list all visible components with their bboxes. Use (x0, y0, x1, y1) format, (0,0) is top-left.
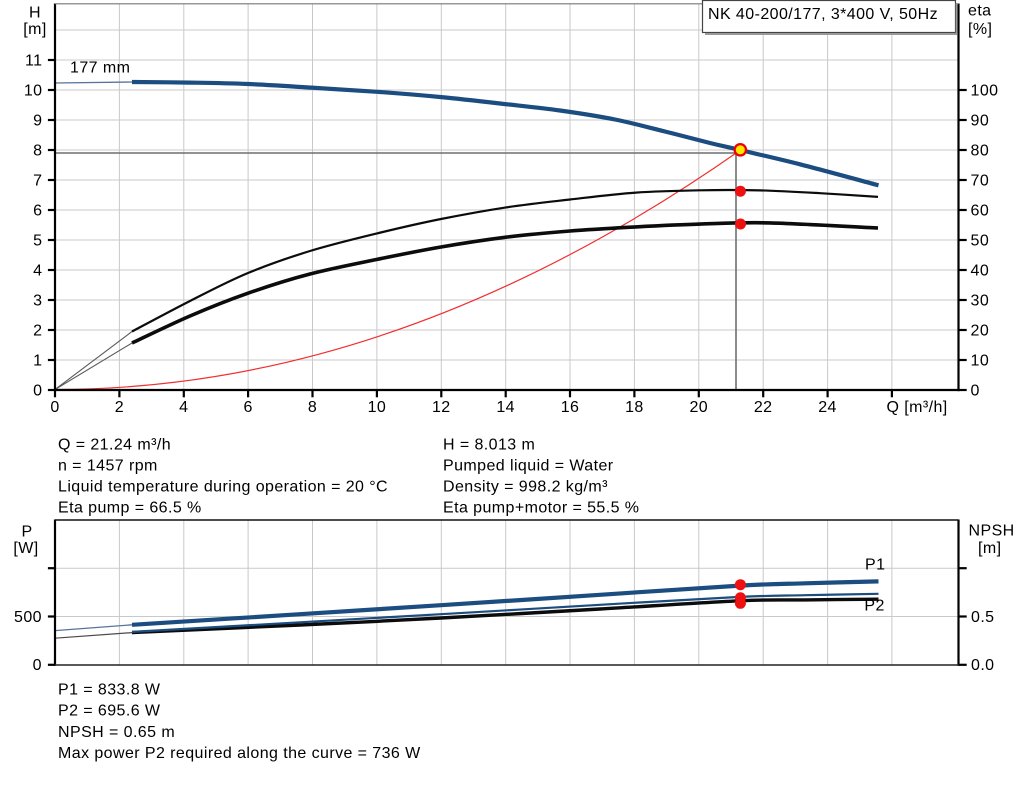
svg-text:[m]: [m] (978, 540, 1001, 557)
svg-text:12: 12 (432, 399, 451, 416)
svg-text:0: 0 (33, 383, 42, 400)
svg-text:H: H (29, 5, 41, 22)
svg-text:5: 5 (33, 233, 42, 250)
svg-text:6: 6 (33, 203, 42, 220)
svg-text:Q [m³/h]: Q [m³/h] (887, 399, 948, 416)
svg-text:10: 10 (971, 353, 990, 370)
svg-text:40: 40 (971, 263, 990, 280)
svg-text:P1: P1 (865, 557, 885, 574)
svg-text:500: 500 (14, 609, 42, 626)
svg-text:90: 90 (971, 113, 990, 130)
svg-text:0.5: 0.5 (971, 609, 995, 626)
svg-text:20: 20 (689, 399, 708, 416)
svg-text:P1 = 833.8 W: P1 = 833.8 W (58, 682, 161, 699)
svg-text:16: 16 (561, 399, 580, 416)
svg-text:6: 6 (243, 399, 252, 416)
svg-text:Density = 998.2 kg/m³: Density = 998.2 kg/m³ (443, 478, 608, 495)
svg-text:24: 24 (818, 399, 837, 416)
svg-text:177 mm: 177 mm (70, 59, 130, 76)
svg-text:0: 0 (33, 657, 42, 674)
svg-text:20: 20 (971, 323, 990, 340)
svg-text:4: 4 (179, 399, 188, 416)
svg-text:10: 10 (24, 83, 43, 100)
svg-text:Eta pump+motor = 55.5 %: Eta pump+motor = 55.5 % (443, 499, 639, 516)
svg-text:80: 80 (971, 143, 990, 160)
svg-text:0: 0 (971, 383, 980, 400)
svg-text:2: 2 (33, 323, 42, 340)
svg-text:P2: P2 (864, 597, 884, 614)
svg-text:100: 100 (971, 83, 999, 100)
svg-text:50: 50 (971, 233, 990, 250)
svg-text:Liquid temperature during oper: Liquid temperature during operation = 20… (58, 478, 388, 495)
svg-text:70: 70 (971, 173, 990, 190)
svg-text:0: 0 (50, 399, 59, 416)
svg-text:[W]: [W] (13, 540, 38, 557)
svg-text:NPSH = 0.65 m: NPSH = 0.65 m (58, 724, 175, 741)
svg-text:P: P (21, 524, 32, 541)
svg-text:P2 = 695.6 W: P2 = 695.6 W (58, 703, 161, 720)
svg-text:3: 3 (33, 293, 42, 310)
svg-text:[m]: [m] (23, 21, 46, 38)
svg-text:30: 30 (971, 293, 990, 310)
svg-text:1: 1 (33, 353, 42, 370)
svg-text:8: 8 (308, 399, 317, 416)
svg-text:18: 18 (625, 399, 644, 416)
svg-text:7: 7 (33, 173, 42, 190)
svg-text:22: 22 (754, 399, 773, 416)
svg-text:NK 40-200/177, 3*400 V, 50Hz: NK 40-200/177, 3*400 V, 50Hz (708, 6, 938, 23)
svg-text:NPSH: NPSH (969, 523, 1015, 540)
svg-text:eta: eta (968, 3, 992, 20)
svg-text:8: 8 (33, 143, 42, 160)
svg-text:Eta pump = 66.5 %: Eta pump = 66.5 % (58, 499, 202, 516)
svg-text:n = 1457 rpm: n = 1457 rpm (58, 457, 158, 474)
svg-text:H = 8.013 m: H = 8.013 m (443, 436, 535, 453)
svg-text:0.0: 0.0 (971, 657, 995, 674)
svg-text:9: 9 (33, 113, 42, 130)
svg-text:Pumped liquid = Water: Pumped liquid = Water (443, 457, 614, 474)
svg-text:10: 10 (368, 399, 387, 416)
svg-text:11: 11 (25, 53, 42, 70)
svg-text:Q = 21.24 m³/h: Q = 21.24 m³/h (58, 436, 171, 453)
svg-text:4: 4 (33, 263, 42, 280)
svg-text:14: 14 (496, 399, 515, 416)
svg-text:60: 60 (971, 203, 990, 220)
svg-text:2: 2 (115, 399, 124, 416)
svg-text:[%]: [%] (968, 21, 992, 38)
svg-text:Max power P2 required along th: Max power P2 required along the curve = … (58, 745, 421, 762)
